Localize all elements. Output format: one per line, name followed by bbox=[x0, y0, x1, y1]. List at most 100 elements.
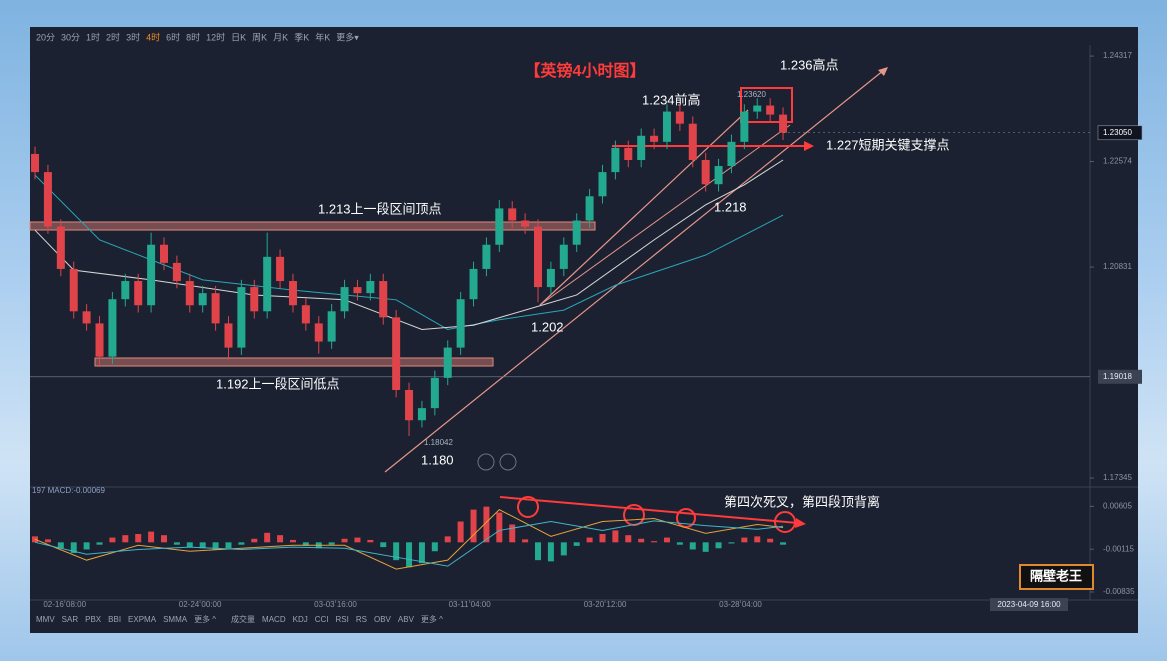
period-button[interactable]: 更多▾ bbox=[336, 31, 359, 42]
indicator-button[interactable]: BBI bbox=[108, 615, 121, 624]
macd-bar bbox=[431, 542, 438, 552]
macd-bar bbox=[96, 542, 103, 545]
macd-bar bbox=[522, 539, 529, 543]
indicator-button[interactable]: OBV bbox=[374, 615, 392, 624]
candle-body bbox=[740, 111, 749, 142]
candle-body bbox=[779, 114, 788, 133]
period-button[interactable]: 12时 bbox=[206, 31, 225, 42]
last-price-label: 1.23050 bbox=[1103, 128, 1132, 137]
indicator-button[interactable]: CCI bbox=[315, 615, 329, 624]
macd-bar bbox=[277, 535, 284, 543]
chart-title: 【英镑4小时图】 bbox=[525, 61, 646, 80]
macd-bar bbox=[767, 538, 774, 543]
macd-bar bbox=[302, 542, 309, 546]
candle-body bbox=[650, 135, 659, 142]
macd-bar bbox=[754, 536, 761, 543]
annotation: 第四次死叉，第四段顶背离 bbox=[724, 494, 880, 509]
candle-body bbox=[482, 244, 491, 269]
crosshair-label: 1.19018 bbox=[1103, 372, 1132, 381]
period-button[interactable]: 3时 bbox=[126, 31, 140, 42]
high-box bbox=[740, 87, 793, 123]
y-tick-label: -0.00115 bbox=[1103, 544, 1135, 553]
indicator-button[interactable]: RS bbox=[356, 615, 367, 624]
candle-body bbox=[675, 111, 684, 124]
candle-body bbox=[379, 281, 388, 318]
macd-bar bbox=[393, 542, 400, 561]
period-button[interactable]: 4时 bbox=[146, 31, 160, 42]
indicator-button[interactable]: 更多 ^ bbox=[194, 614, 216, 624]
macd-bar bbox=[599, 534, 606, 543]
candle-body bbox=[469, 268, 478, 300]
period-button[interactable]: 30分 bbox=[61, 32, 80, 42]
indicator-button[interactable]: KDJ bbox=[293, 615, 308, 624]
macd-bar bbox=[160, 535, 167, 543]
period-button[interactable]: 周K bbox=[252, 32, 267, 42]
macd-bar bbox=[199, 542, 206, 549]
candle-body bbox=[134, 281, 143, 306]
macd-bar bbox=[741, 537, 748, 543]
macd-bar bbox=[625, 535, 632, 543]
annotation: 1.202 bbox=[531, 319, 564, 334]
arrow-head bbox=[795, 518, 806, 528]
candle-body bbox=[69, 268, 78, 312]
arrow-head bbox=[804, 141, 814, 151]
macd-bar bbox=[148, 531, 155, 543]
candle-body bbox=[688, 123, 697, 160]
period-button[interactable]: 月K bbox=[273, 32, 288, 42]
macd-bar bbox=[444, 536, 451, 543]
cross-circle bbox=[517, 496, 539, 518]
candle-body bbox=[301, 305, 310, 324]
candle-body bbox=[327, 311, 336, 342]
indicator-button[interactable]: 成交量 bbox=[231, 614, 255, 624]
x-tick-label: 03-20 12:00 bbox=[584, 600, 627, 609]
indicator-button[interactable]: PBX bbox=[85, 615, 102, 624]
macd-bar bbox=[715, 542, 722, 549]
indicator-button[interactable]: 更多 ^ bbox=[421, 614, 443, 624]
moving-average bbox=[34, 174, 784, 330]
annotation: 1.192上一段区间低点 bbox=[216, 376, 340, 391]
indicator-button[interactable]: SAR bbox=[62, 615, 79, 624]
candle-body bbox=[56, 226, 65, 269]
trend-line bbox=[539, 124, 791, 306]
candle-body bbox=[495, 208, 504, 245]
indicator-button[interactable]: EXPMA bbox=[128, 615, 157, 624]
period-button[interactable]: 6时 bbox=[166, 31, 180, 42]
cross-circle bbox=[676, 508, 696, 528]
candle-body bbox=[572, 220, 581, 245]
period-button[interactable]: 1时 bbox=[86, 31, 100, 42]
indicator-button[interactable]: MACD bbox=[262, 615, 286, 624]
y-tick-label: 1.24317 bbox=[1103, 51, 1132, 60]
candle-body bbox=[159, 244, 168, 263]
indicator-button[interactable]: RSI bbox=[336, 615, 349, 624]
macd-bar bbox=[573, 542, 580, 546]
indicator-button[interactable]: MMV bbox=[36, 615, 55, 624]
macd-bar bbox=[32, 536, 39, 543]
macd-bar bbox=[186, 542, 193, 548]
nav-button[interactable] bbox=[477, 453, 495, 471]
macd-bar bbox=[612, 530, 619, 543]
candle-body bbox=[108, 299, 117, 357]
candle-body bbox=[585, 196, 594, 221]
macd-bar bbox=[676, 542, 683, 545]
indicator-button[interactable]: ABV bbox=[398, 615, 415, 624]
candle-body bbox=[534, 226, 543, 288]
macd-bar bbox=[638, 538, 645, 543]
period-button[interactable]: 20分 bbox=[36, 32, 55, 42]
nav-button[interactable] bbox=[499, 453, 517, 471]
period-button[interactable]: 年K bbox=[315, 31, 330, 42]
x-tick-label: 03-11 04:00 bbox=[449, 600, 492, 609]
annotation: 1.218 bbox=[714, 199, 747, 214]
macd-bar bbox=[483, 506, 490, 543]
candle-body bbox=[417, 408, 426, 421]
macd-bar bbox=[122, 535, 129, 543]
period-button[interactable]: 2时 bbox=[106, 31, 120, 42]
period-button[interactable]: 8时 bbox=[186, 31, 200, 42]
candle-body bbox=[353, 287, 362, 294]
indicator-button[interactable]: SMMA bbox=[163, 615, 188, 624]
annotation: 1.180 bbox=[421, 452, 454, 467]
period-button[interactable]: 日K bbox=[231, 32, 246, 42]
range-top-band bbox=[29, 221, 596, 231]
period-button[interactable]: 季K bbox=[294, 31, 309, 42]
candle-body bbox=[405, 389, 414, 421]
